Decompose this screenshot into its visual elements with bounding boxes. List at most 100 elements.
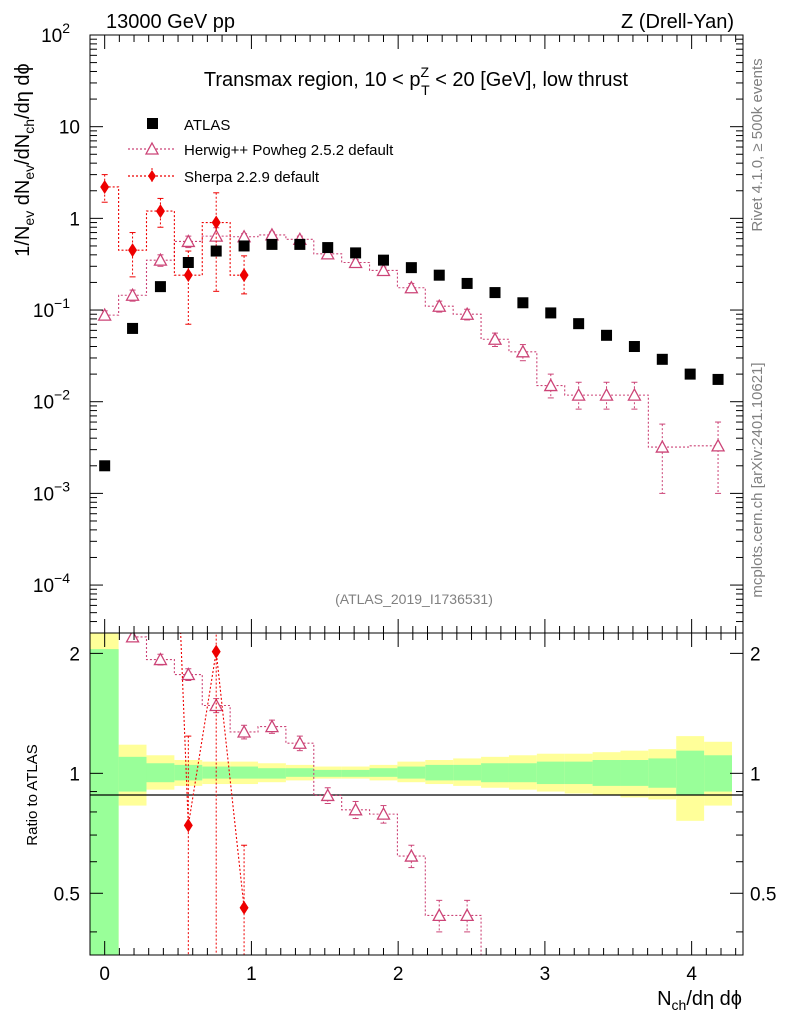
atlas-point xyxy=(545,307,557,319)
green-band xyxy=(508,763,537,783)
ratio-y-tick-label: 2 xyxy=(69,644,80,665)
ratio-y-tick-label-right: 1 xyxy=(750,764,761,785)
x-axis-label: Nch/dη dϕ xyxy=(657,988,742,1013)
herwig-point xyxy=(153,252,168,266)
atlas-point xyxy=(628,341,640,353)
green-band xyxy=(90,649,119,955)
herwig-ratio-point xyxy=(432,908,447,922)
green-band xyxy=(146,763,175,783)
legend-atlas-label: ATLAS xyxy=(184,117,230,134)
rivet-label: Rivet 4.1.0, ≥ 500k events xyxy=(749,58,766,231)
herwig-ratio-point xyxy=(489,976,501,987)
ratio-y-tick-label-right: 2 xyxy=(750,644,761,665)
legend: ATLAS Herwig++ Powheg 2.5.2 default Sher… xyxy=(128,117,394,186)
atlas-point xyxy=(656,353,668,365)
y-tick-label: 10 xyxy=(59,118,80,139)
atlas-point xyxy=(210,245,222,257)
herwig-point xyxy=(515,344,530,358)
ratio-clip-group xyxy=(125,633,501,987)
main-y-axis: 10−3 10−4 10−2 10−1 1 10 102 xyxy=(33,20,743,634)
y-tick-label: 10−1 xyxy=(33,295,70,322)
plot-title-sub: T xyxy=(421,82,430,98)
ratio-marks xyxy=(125,633,501,987)
green-band xyxy=(397,766,426,779)
herwig-ratio-point xyxy=(236,724,252,738)
main-marks xyxy=(97,174,726,494)
y-tick-label: 10−4 xyxy=(33,570,70,597)
mcplots-label: mcplots.cern.ch [arXiv:2401.10621] xyxy=(749,362,766,597)
ratio-ylabel: Ratio to ATLAS xyxy=(24,744,41,845)
herwig-point xyxy=(543,378,558,392)
atlas-point xyxy=(377,254,389,266)
herwig-ratio-point xyxy=(292,735,307,749)
x-tick-label: 3 xyxy=(540,964,551,985)
green-band xyxy=(313,769,342,777)
herwig-point xyxy=(320,246,335,260)
legend-sherpa-label: Sherpa 2.2.9 default xyxy=(184,169,320,186)
herwig-point xyxy=(571,387,586,401)
plot-title-end: < 20 [GeV], low thrust xyxy=(430,69,629,91)
herwig-ratio-point xyxy=(404,848,419,862)
x-tick-label: 4 xyxy=(686,964,697,985)
sherpa-point xyxy=(183,268,193,283)
x-tick-label: 1 xyxy=(246,964,257,985)
atlas-point xyxy=(294,238,306,250)
atlas-point xyxy=(99,460,111,472)
legend-atlas-marker xyxy=(147,118,158,129)
atlas-point xyxy=(601,329,613,341)
green-band xyxy=(564,761,593,785)
atlas-point xyxy=(684,368,696,380)
herwig-point xyxy=(236,229,252,243)
y-tick-label: 10−3 xyxy=(33,478,70,505)
header-right: Z (Drell-Yan) xyxy=(621,11,734,33)
header-left: 13000 GeV pp xyxy=(106,11,235,33)
atlas-point xyxy=(322,242,334,254)
y-tick-label: 10−2 xyxy=(33,387,70,414)
legend-sherpa-marker xyxy=(148,170,156,182)
herwig-point xyxy=(655,439,670,453)
sherpa-point xyxy=(211,215,221,230)
ratio-x-axis: 0 1 2 3 4 xyxy=(89,633,737,985)
herwig-ratio-point xyxy=(125,633,140,643)
herwig-point xyxy=(487,331,503,345)
x-tick-label: 0 xyxy=(99,964,110,985)
y-tick-label: 1 xyxy=(69,209,80,230)
herwig-point xyxy=(599,387,614,401)
green-band xyxy=(592,760,621,786)
atlas-point xyxy=(127,322,139,334)
green-band xyxy=(118,756,147,792)
green-band xyxy=(620,760,649,786)
atlas-point xyxy=(461,277,473,289)
sherpa-ratio-point xyxy=(183,818,193,833)
herwig-ratio-point xyxy=(209,698,224,712)
green-band xyxy=(425,764,454,781)
herwig-ratio-point xyxy=(264,719,280,733)
green-band xyxy=(369,768,398,777)
herwig-ratio-line xyxy=(132,636,482,955)
plot-title-main: Transmax region, 10 < p xyxy=(204,69,421,91)
atlas-point xyxy=(712,373,724,385)
herwig-point xyxy=(710,438,726,452)
ratio-frame xyxy=(89,632,744,956)
green-band xyxy=(536,761,565,785)
atlas-point xyxy=(266,238,278,250)
green-band xyxy=(258,768,286,779)
ratio-y-tick-label-right: 0.5 xyxy=(750,884,776,905)
legend-herwig-label: Herwig++ Powheg 2.5.2 default xyxy=(184,142,394,159)
ratio-bands xyxy=(90,633,732,955)
sherpa-point xyxy=(128,243,138,258)
ratio-y-tick-label: 0.5 xyxy=(54,884,80,905)
herwig-ratio-point xyxy=(181,667,196,681)
plot-title: Transmax region, 10 < pZ T < 20 [GeV], lo… xyxy=(204,64,629,98)
atlas-point xyxy=(350,247,362,259)
green-band xyxy=(341,769,370,777)
atlas-point xyxy=(154,281,166,293)
ratio-y-axis: 0.5 0.5 1 1 2 2 xyxy=(54,644,776,933)
herwig-point xyxy=(125,287,140,301)
sherpa-point xyxy=(239,268,249,283)
ratio-panel: 0.5 0.5 1 1 2 2 0 1 2 3 4 Ratio to ATLAS Nch/dη d… xyxy=(24,632,776,1013)
herwig-point xyxy=(404,280,419,294)
atlas-point xyxy=(517,297,529,309)
herwig-point xyxy=(432,298,447,312)
